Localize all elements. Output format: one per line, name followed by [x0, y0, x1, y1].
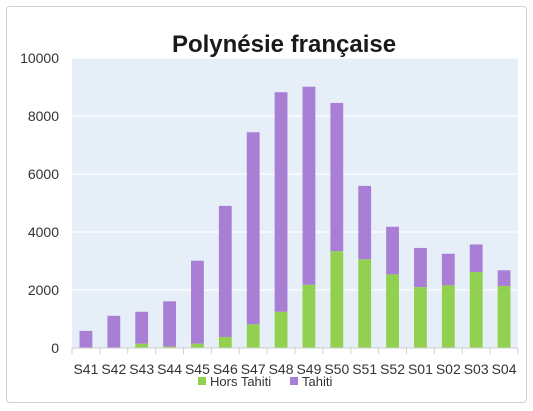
bar-tahiti-s41 [79, 330, 93, 348]
bar-hors-tahiti-s01 [414, 287, 427, 348]
x-tick-label: S02 [436, 361, 461, 377]
plot-area [72, 57, 518, 348]
bar-hors-tahiti-s44 [163, 346, 176, 348]
bar-tahiti-s51 [358, 185, 372, 260]
axes: 0 2000 4000 6000 8000 10000 S41 S42 S43 S44 S45 S46… [20, 50, 519, 377]
bar-tahiti-s48 [274, 92, 288, 312]
legend-swatch-tahiti [290, 377, 298, 385]
x-tick-label: S47 [241, 361, 266, 377]
bars [79, 86, 511, 348]
legend: Hors Tahiti Tahiti [198, 374, 332, 389]
bar-tahiti-s49 [302, 86, 316, 285]
bar-tahiti-s45 [191, 260, 204, 344]
legend-label-hors-tahiti: Hors Tahiti [210, 374, 271, 389]
bar-tahiti-s43 [135, 311, 149, 344]
bar-hors-tahiti-s43 [135, 343, 149, 348]
bar-tahiti-s46 [218, 205, 232, 337]
bar-tahiti-s42 [107, 315, 121, 348]
chart-title: Polynésie française [172, 31, 396, 58]
bar-tahiti-s02 [441, 253, 455, 286]
x-tick-label: S44 [157, 361, 182, 377]
bar-hors-tahiti-s02 [441, 285, 455, 348]
x-tick-label: S41 [73, 361, 98, 377]
bar-tahiti-s50 [330, 102, 344, 252]
x-tick-label: S42 [101, 361, 126, 377]
x-tick-label: S45 [185, 361, 210, 377]
y-tick-label: 0 [51, 340, 59, 356]
x-tick-label: S52 [380, 361, 405, 377]
bar-hors-tahiti-s04 [497, 285, 511, 348]
x-tick-label: S48 [269, 361, 294, 377]
x-tick-label: S46 [213, 361, 238, 377]
bar-hors-tahiti-s49 [302, 284, 316, 348]
bar-hors-tahiti-s51 [358, 259, 372, 348]
bar-tahiti-s01 [414, 247, 427, 288]
bar-tahiti-s47 [246, 132, 260, 325]
y-tick-label: 4000 [28, 224, 59, 240]
legend-label-tahiti: Tahiti [302, 374, 332, 389]
x-tick-label: S01 [408, 361, 433, 377]
bar-hors-tahiti-s52 [386, 274, 399, 348]
y-tick-label: 8000 [28, 108, 59, 124]
bar-hors-tahiti-s45 [191, 343, 204, 348]
x-tick-label: S04 [492, 361, 517, 377]
bar-hors-tahiti-s47 [246, 324, 260, 348]
bar-hors-tahiti-s48 [274, 311, 288, 348]
bar-tahiti-s03 [469, 244, 483, 273]
x-tick-label: S51 [352, 361, 377, 377]
y-tick-label: 6000 [28, 166, 59, 182]
y-tick-label: 2000 [28, 282, 59, 298]
x-tick-label: S03 [464, 361, 489, 377]
x-tick-label: S50 [324, 361, 349, 377]
bar-tahiti-s44 [163, 301, 176, 347]
bar-hors-tahiti-s03 [469, 272, 483, 348]
bar-hors-tahiti-s46 [218, 336, 232, 348]
y-tick-label: 10000 [20, 50, 59, 66]
bar-tahiti-s04 [497, 270, 511, 286]
x-tick-label: S49 [296, 361, 321, 377]
x-tick-label: S43 [129, 361, 154, 377]
bar-hors-tahiti-s50 [330, 251, 344, 348]
bar-tahiti-s52 [386, 226, 399, 275]
legend-swatch-hors-tahiti [198, 377, 206, 385]
